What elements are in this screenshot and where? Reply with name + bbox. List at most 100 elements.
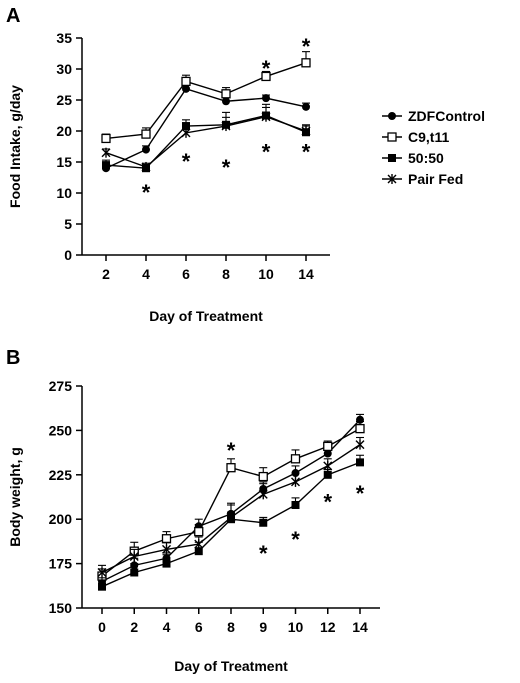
significance-star: * (356, 481, 365, 506)
data-point (258, 471, 268, 482)
data-point (102, 161, 110, 170)
panel-a-chart: 0 5 10 15 20 25 30 35 2 4 6 8 10 14 Day of Treatment Fo… (7, 30, 330, 324)
x-tick-label: 2 (130, 619, 138, 635)
legend-label: 50:50 (408, 150, 444, 166)
significance-star: * (222, 155, 231, 180)
data-point (301, 126, 311, 136)
y-tick-label: 25 (56, 92, 72, 108)
x-tick-label: 14 (298, 266, 314, 282)
data-point (130, 568, 139, 577)
data-point (181, 76, 191, 87)
data-point (323, 441, 333, 452)
data-point (258, 489, 268, 500)
x-tick-label: 9 (259, 619, 267, 635)
panel-a-letter: A (6, 5, 20, 27)
y-tick-label: 20 (56, 123, 72, 139)
legend-marker (388, 154, 396, 162)
data-point (221, 89, 231, 99)
legend-item: Pair Fed (382, 171, 463, 187)
data-point (356, 458, 364, 467)
panel-b-letter: B (6, 347, 20, 369)
data-point (290, 454, 301, 464)
data-point (259, 518, 268, 527)
y-axis-title: Food Intake, g/day (7, 85, 23, 208)
series-line (101, 461, 361, 588)
data-point (161, 534, 172, 544)
legend-item: C9,t11 (382, 129, 449, 145)
series-line (105, 88, 307, 169)
significance-star: * (227, 438, 236, 463)
data-point (141, 129, 151, 139)
x-tick-label: 6 (195, 619, 203, 635)
significance-star: * (262, 140, 271, 165)
data-point (355, 439, 365, 450)
data-point (323, 470, 332, 479)
significance-star: * (142, 180, 151, 205)
data-point (162, 544, 171, 555)
x-axis-title: Day of Treatment (174, 658, 288, 674)
y-tick-label: 35 (56, 30, 72, 46)
x-tick-label: 10 (288, 619, 304, 635)
data-point (226, 463, 236, 473)
data-point (141, 161, 151, 172)
data-point (301, 58, 311, 68)
legend-item: 50:50 (382, 150, 444, 166)
series-50-50 (98, 454, 364, 591)
data-point (291, 500, 300, 509)
y-tick-label: 275 (49, 378, 73, 394)
data-point (226, 512, 236, 523)
y-tick-label: 175 (49, 556, 73, 572)
data-point (101, 133, 111, 144)
panel-b-chart: 150 175 200 225 250 275 0 2 4 6 8 9 10 12 14 Day of Tre… (7, 378, 380, 674)
data-point (101, 147, 111, 158)
significance-star: * (291, 527, 300, 552)
legend-label: C9,t11 (408, 129, 449, 145)
x-tick-label: 2 (102, 266, 110, 282)
data-point (262, 94, 270, 103)
significance-star: * (302, 140, 311, 165)
data-point (142, 145, 150, 154)
data-point (194, 539, 204, 550)
y-tick-label: 5 (64, 216, 72, 232)
data-point (323, 460, 333, 471)
x-tick-label: 14 (352, 619, 368, 635)
legend-label: Pair Fed (408, 171, 463, 187)
legend-item: ZDFControl (382, 108, 485, 124)
data-point (182, 84, 190, 93)
y-axis-title: Body weight, g (7, 447, 23, 547)
data-point (182, 122, 190, 131)
data-point (97, 567, 107, 578)
y-tick-label: 10 (56, 185, 72, 201)
x-tick-label: 4 (163, 619, 171, 635)
data-point (261, 71, 271, 82)
series-line (105, 116, 307, 168)
data-point (323, 449, 332, 458)
x-tick-label: 0 (98, 619, 106, 635)
data-point (129, 551, 139, 562)
series-pair-fed (101, 103, 311, 172)
x-axis-title: Day of Treatment (149, 308, 263, 324)
data-point (221, 121, 231, 132)
significance-star: * (262, 56, 271, 81)
significance-star: * (182, 149, 191, 174)
y-tick-label: 225 (49, 467, 73, 483)
legend-marker (388, 112, 396, 120)
x-tick-label: 8 (227, 619, 235, 635)
y-tick-label: 15 (56, 154, 72, 170)
y-tick-label: 250 (49, 422, 73, 438)
x-tick-label: 8 (222, 266, 230, 282)
data-point (222, 97, 230, 106)
x-tick-label: 6 (182, 266, 190, 282)
significance-star: * (323, 490, 332, 515)
series-zdfcontrol (102, 84, 310, 173)
y-tick-label: 150 (49, 600, 73, 616)
legend-marker (387, 132, 397, 142)
x-tick-label: 4 (142, 266, 150, 282)
data-point (162, 559, 171, 568)
data-point (302, 102, 310, 111)
legend-label: ZDFControl (408, 108, 485, 124)
data-point (181, 127, 191, 138)
data-point (194, 526, 204, 537)
series-line (105, 114, 307, 169)
